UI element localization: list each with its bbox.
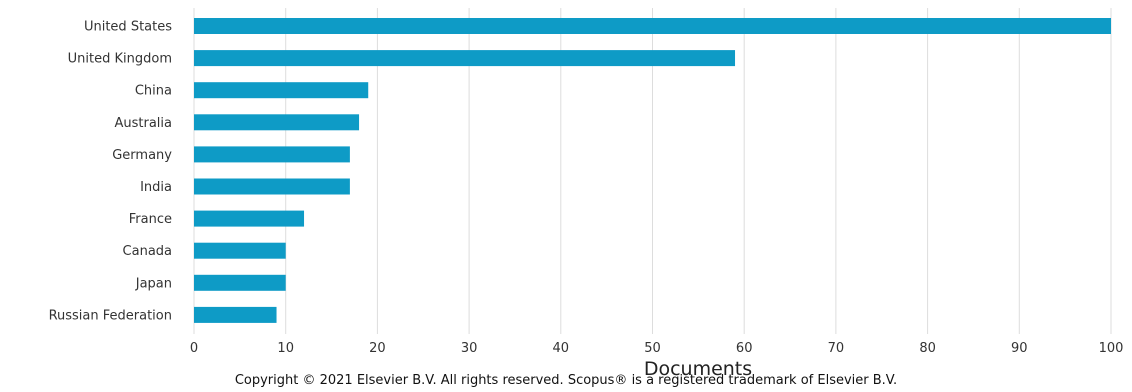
x-tick-label-1: 10 bbox=[277, 341, 294, 356]
category-label-united-states: United States bbox=[84, 20, 172, 35]
bar-canada bbox=[194, 242, 286, 259]
bar-russian-federation bbox=[194, 306, 277, 323]
x-tick-label-9: 90 bbox=[1011, 341, 1028, 356]
bar-china bbox=[194, 82, 369, 99]
category-label-germany: Germany bbox=[112, 148, 172, 163]
category-label-canada: Canada bbox=[123, 244, 172, 259]
x-tick-label-8: 80 bbox=[919, 341, 936, 356]
x-tick-label-3: 30 bbox=[461, 341, 478, 356]
bars bbox=[194, 18, 1111, 323]
category-label-china: China bbox=[135, 84, 172, 99]
bar-japan bbox=[194, 274, 286, 291]
x-axis-title: Documents bbox=[644, 358, 752, 380]
x-tick-label-10: 100 bbox=[1099, 341, 1124, 356]
x-tick-label-2: 20 bbox=[369, 341, 386, 356]
copyright-notice: Copyright © 2021 Elsevier B.V. All right… bbox=[234, 373, 898, 388]
category-label-india: India bbox=[140, 180, 172, 195]
category-label-russian-federation: Russian Federation bbox=[49, 308, 172, 323]
bar-united-states bbox=[194, 18, 1111, 34]
category-label-united-kingdom: United Kingdom bbox=[68, 52, 172, 67]
bar-france bbox=[194, 210, 305, 227]
x-tick-label-6: 60 bbox=[736, 341, 753, 356]
bar-germany bbox=[194, 146, 350, 163]
category-label-australia: Australia bbox=[114, 116, 172, 131]
x-tick-labels: 0 10 20 30 40 50 60 70 80 90 100 bbox=[190, 341, 1124, 356]
x-tick-label-0: 0 bbox=[190, 341, 198, 356]
bar-india bbox=[194, 178, 350, 195]
x-tick-label-5: 50 bbox=[644, 341, 661, 356]
category-label-japan: Japan bbox=[135, 276, 172, 291]
bar-united-kingdom bbox=[194, 50, 736, 67]
category-label-france: France bbox=[129, 212, 172, 227]
category-labels: United States United Kingdom China Australi… bbox=[49, 20, 173, 324]
x-tick-label-7: 70 bbox=[828, 341, 845, 356]
bar-australia bbox=[194, 114, 360, 131]
x-tick-label-4: 40 bbox=[553, 341, 570, 356]
